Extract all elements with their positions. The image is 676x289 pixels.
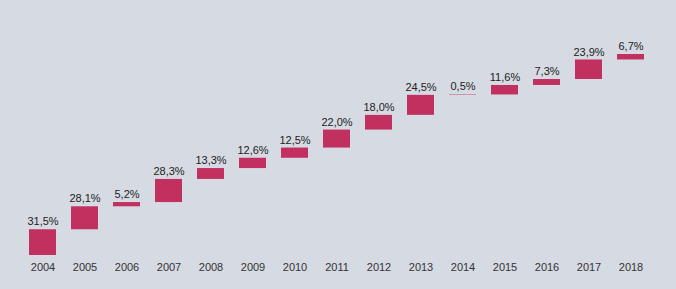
svg-text:2016: 2016 <box>535 261 559 273</box>
svg-text:2008: 2008 <box>199 261 223 273</box>
svg-text:2007: 2007 <box>157 261 181 273</box>
svg-text:13,3%: 13,3% <box>195 154 226 166</box>
svg-text:7,3%: 7,3% <box>534 65 559 77</box>
svg-text:22,0%: 22,0% <box>321 116 352 128</box>
svg-text:11,6%: 11,6% <box>490 71 521 83</box>
svg-text:2012: 2012 <box>367 261 391 273</box>
svg-text:24,5%: 24,5% <box>405 81 436 93</box>
svg-text:2006: 2006 <box>115 261 139 273</box>
svg-text:2004: 2004 <box>31 261 55 273</box>
svg-text:2018: 2018 <box>619 261 643 273</box>
svg-text:23,9%: 23,9% <box>573 45 604 57</box>
svg-text:2011: 2011 <box>325 261 349 273</box>
svg-text:6,7%: 6,7% <box>618 40 643 52</box>
svg-text:2010: 2010 <box>283 261 307 273</box>
svg-text:2014: 2014 <box>451 261 475 273</box>
svg-text:18,0%: 18,0% <box>363 101 394 113</box>
svg-text:0,5%: 0,5% <box>450 80 475 92</box>
svg-text:12,6%: 12,6% <box>237 144 268 156</box>
svg-text:2013: 2013 <box>409 261 433 273</box>
svg-text:2015: 2015 <box>493 261 517 273</box>
svg-text:12,5%: 12,5% <box>279 134 310 146</box>
svg-text:2017: 2017 <box>577 261 601 273</box>
svg-text:2009: 2009 <box>241 261 265 273</box>
svg-text:31,5%: 31,5% <box>27 215 58 227</box>
svg-text:5,2%: 5,2% <box>114 188 139 200</box>
svg-text:28,1%: 28,1% <box>69 192 100 204</box>
svg-text:2005: 2005 <box>73 261 97 273</box>
svg-text:28,3%: 28,3% <box>153 165 184 177</box>
